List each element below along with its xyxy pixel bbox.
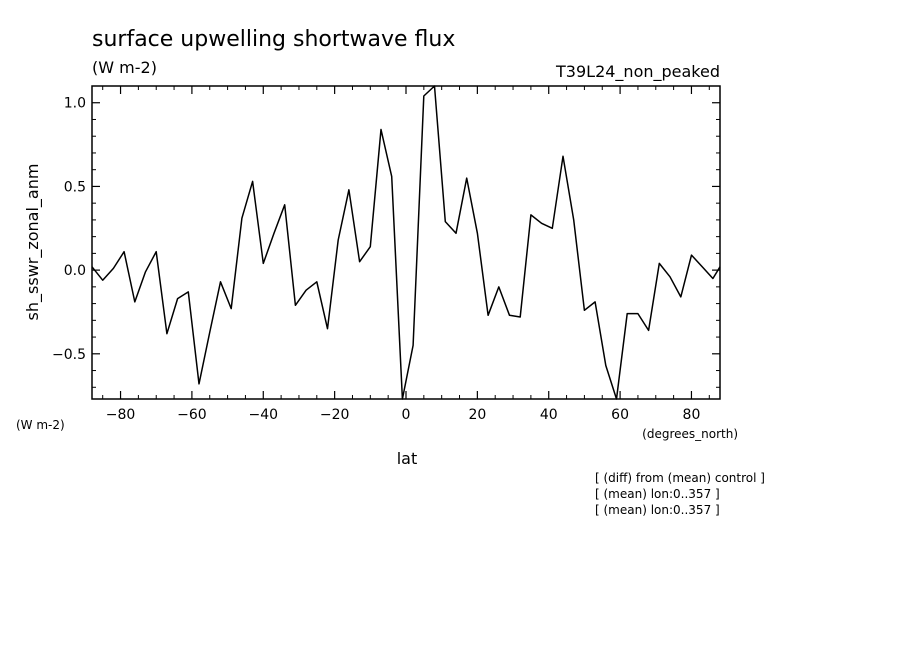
note-line-3: [ (mean) lon:0..357 ] — [595, 503, 720, 517]
x-axis-ticks — [102, 86, 710, 399]
x-tick-label: −20 — [320, 407, 350, 423]
y-axis-tick-labels: 1.0 0.5 0.0 −0.5 — [52, 96, 86, 363]
x-axis-label: lat — [397, 449, 418, 468]
y-tick-label: 0.5 — [64, 179, 86, 195]
note-line-2: [ (mean) lon:0..357 ] — [595, 487, 720, 501]
series-line — [91, 85, 721, 400]
chart-title: surface upwelling shortwave flux — [92, 27, 455, 52]
x-tick-label: −60 — [177, 407, 207, 423]
note-line-1: [ (diff) from (mean) control ] — [595, 471, 765, 485]
y-tick-label: 0.0 — [64, 263, 86, 279]
x-tick-label: 80 — [683, 407, 701, 423]
chart-units: (W m-2) — [92, 58, 157, 77]
x-tick-label: 20 — [468, 407, 486, 423]
x-tick-label: −40 — [248, 407, 278, 423]
x-tick-label: 40 — [540, 407, 558, 423]
y-tick-label: −0.5 — [52, 347, 86, 363]
run-label: T39L24_non_peaked — [555, 62, 720, 82]
y-axis-ticks — [92, 85, 720, 388]
plot-frame — [91, 85, 721, 400]
x-tick-label: −80 — [106, 407, 136, 423]
y-tick-label: 1.0 — [64, 96, 86, 112]
x-axis-units: (degrees_north) — [642, 427, 738, 441]
x-tick-label: 60 — [611, 407, 629, 423]
x-axis-tick-labels: −80 −60 −40 −20 0 20 40 60 80 — [106, 407, 701, 423]
y-axis-units: (W m-2) — [16, 418, 65, 432]
x-tick-label: 0 — [402, 407, 411, 423]
y-axis-label: sh_sswr_zonal_anm — [23, 164, 43, 321]
